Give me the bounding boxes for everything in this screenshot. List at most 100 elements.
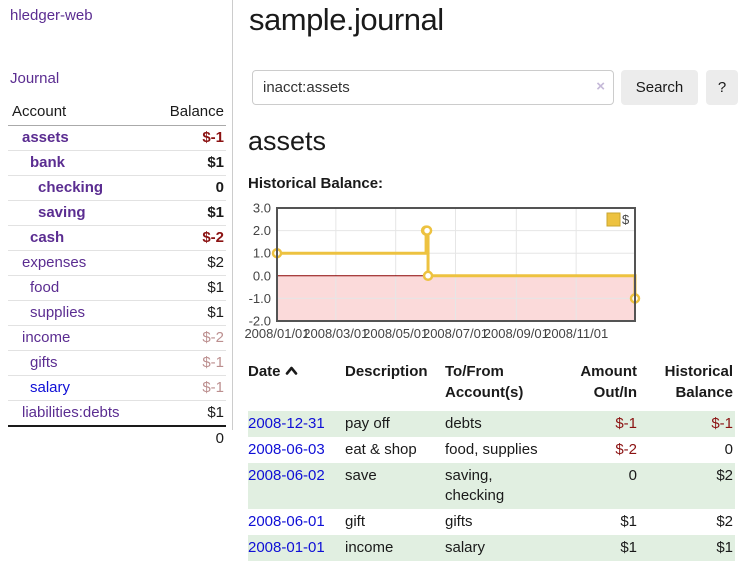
account-link[interactable]: supplies	[30, 304, 86, 321]
x-axis-tick-label: 2008/07/01	[423, 326, 488, 341]
search-bar: × Search ?	[252, 70, 738, 105]
chart-point-marker	[422, 270, 434, 282]
transaction-date-link[interactable]: 2008-06-02	[248, 467, 325, 484]
transaction-balance: $1	[639, 535, 735, 561]
account-name-cell: liabilities:debts	[8, 400, 150, 427]
account-row: expenses $2	[8, 250, 226, 276]
clear-search-icon[interactable]: ×	[596, 78, 605, 95]
historical-balance-chart: 3.0 2.0 1.0 0.0 -1.0 -2.02008/01/012008/03/01…	[244, 201, 641, 341]
y-axis-tick-label: 1.0	[253, 246, 271, 261]
account-row: food $1	[8, 275, 226, 301]
transaction-amount: $1	[555, 535, 639, 561]
transaction-description: income	[345, 535, 445, 561]
account-link[interactable]: liabilities:debts	[22, 404, 120, 421]
register-table: Date Description To/From Account(s) Amou…	[248, 361, 735, 561]
register-header-description: Description	[345, 363, 428, 380]
transaction-accounts: saving, checking	[445, 463, 555, 509]
search-box: ×	[252, 70, 614, 105]
accounts-total-row: 0	[8, 425, 226, 451]
app-title-link[interactable]: hledger-web	[10, 7, 93, 24]
transaction-balance: $-1	[639, 411, 735, 437]
account-row: cash $-2	[8, 225, 226, 251]
account-row: supplies $1	[8, 300, 226, 326]
transaction-accounts: salary	[445, 535, 555, 561]
x-axis-tick-label: 2008/09/01	[484, 326, 549, 341]
transaction-date: 2008-01-01	[248, 535, 345, 561]
chart-point-marker	[421, 225, 433, 236]
account-row: bank $1	[8, 150, 226, 176]
account-name-cell: bank	[8, 150, 150, 176]
account-row: salary $-1	[8, 375, 226, 401]
account-name-cell: checking	[8, 175, 150, 201]
account-link[interactable]: saving	[38, 204, 86, 221]
transaction-balance: $2	[639, 463, 735, 509]
accounts-header-account: Account	[8, 100, 150, 126]
chart-title: Historical Balance:	[248, 175, 384, 192]
account-balance: $1	[149, 150, 226, 176]
search-button[interactable]: Search	[621, 70, 698, 105]
account-row: checking 0	[8, 175, 226, 201]
transaction-amount: $-2	[615, 441, 637, 458]
account-link[interactable]: expenses	[22, 254, 87, 271]
y-axis-tick-label: 0.0	[253, 268, 271, 283]
chart-legend-swatch	[606, 212, 621, 227]
account-balance: $-1	[149, 125, 226, 151]
transaction-accounts: food, supplies	[445, 441, 538, 458]
chart-legend-label: $	[622, 212, 630, 227]
account-row: saving $1	[8, 200, 226, 226]
transaction-accounts: gifts	[445, 513, 473, 530]
y-axis-tick-label: -2.0	[249, 314, 271, 329]
account-balance: $-1	[149, 375, 226, 401]
account-balance: 0	[149, 175, 226, 201]
transaction-description: gift	[345, 513, 366, 530]
accounts-header-balance: Balance	[149, 100, 226, 126]
account-link[interactable]: income	[22, 329, 71, 346]
transaction-date-link[interactable]: 2008-01-01	[248, 539, 325, 556]
account-link[interactable]: salary	[30, 379, 71, 396]
account-name-cell: food	[8, 275, 150, 301]
account-link[interactable]: bank	[30, 154, 66, 171]
transaction-date-link[interactable]: 2008-12-31	[248, 415, 325, 432]
account-link[interactable]: assets	[22, 129, 69, 146]
account-name-cell: cash	[8, 225, 150, 251]
sidebar-divider	[232, 0, 233, 430]
account-link[interactable]: cash	[30, 229, 65, 246]
transaction-date-link[interactable]: 2008-06-01	[248, 513, 325, 530]
search-input[interactable]	[253, 71, 613, 104]
register-row: 2008-12-31 pay off debts $-1 $-1	[248, 411, 735, 437]
register-header-accounts: To/From Account(s)	[445, 363, 524, 401]
account-link[interactable]: checking	[38, 179, 104, 196]
account-link[interactable]: gifts	[30, 354, 58, 371]
sort-ascending-icon	[285, 366, 297, 375]
transaction-amount: 0	[555, 463, 639, 509]
account-row: income $-2	[8, 325, 226, 351]
sidebar-item-journal[interactable]: Journal	[10, 70, 60, 87]
transaction-date-link[interactable]: 2008-06-03	[248, 441, 325, 458]
account-balance: $1	[149, 275, 226, 301]
account-name-cell: salary	[8, 375, 150, 401]
register-row: 2008-06-03 eat & shop food, supplies $-2 0	[248, 437, 735, 463]
register-header-date[interactable]: Date	[248, 361, 345, 411]
account-balance: $1	[149, 400, 226, 427]
transaction-description: pay off	[345, 411, 445, 437]
account-balance: $-2	[149, 225, 226, 251]
transaction-amount: $1	[620, 513, 637, 530]
account-link[interactable]: food	[30, 279, 60, 296]
help-button[interactable]: ?	[706, 70, 738, 105]
transaction-accounts: debts	[445, 411, 555, 437]
account-heading: assets	[248, 126, 327, 156]
transaction-description: eat & shop	[345, 441, 417, 458]
account-balance: $1	[149, 200, 226, 226]
x-axis-tick-label: 2008/11/01	[544, 326, 608, 341]
account-row: liabilities:debts $1	[8, 400, 226, 427]
account-name-cell: gifts	[8, 350, 150, 376]
transaction-description: save	[345, 463, 445, 509]
accounts-total-value: 0	[149, 425, 226, 451]
register-header-row: Date Description To/From Account(s) Amou…	[248, 361, 735, 411]
transaction-date: 2008-06-03	[248, 437, 345, 463]
x-axis-tick-label: 2008/03/01	[303, 326, 368, 341]
account-balance: $1	[149, 300, 226, 326]
transaction-date: 2008-06-01	[248, 509, 345, 535]
x-axis-tick-label: 2008/01/01	[244, 326, 309, 341]
accounts-table: Account Balance assets $-1 bank $1 checking 0…	[8, 100, 226, 451]
